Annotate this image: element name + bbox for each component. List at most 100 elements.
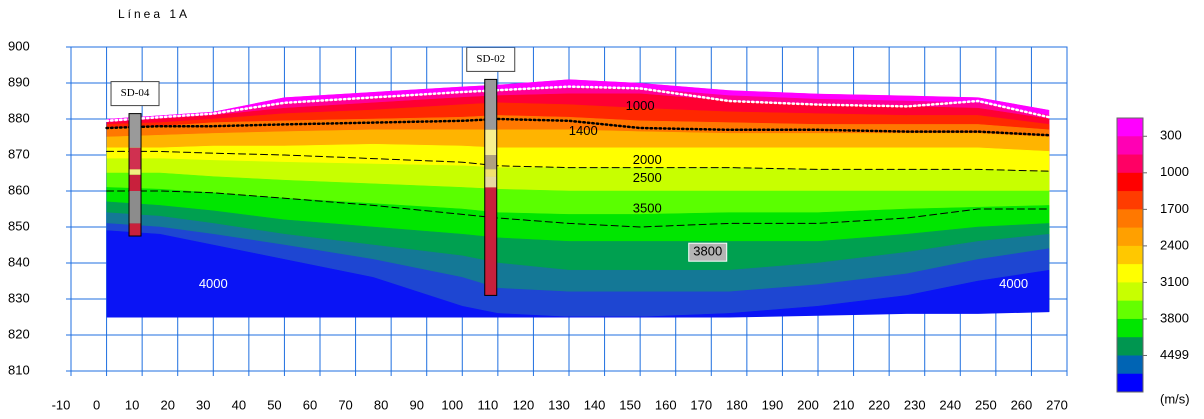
- y-tick-label: 860: [8, 182, 30, 197]
- x-tick-label: 0: [93, 397, 100, 412]
- x-tick-label: 30: [196, 397, 210, 412]
- label-box: [688, 242, 728, 262]
- x-tick-label: 110: [477, 397, 498, 412]
- borehole-outline: [128, 113, 142, 237]
- colorbar-tick-label: 1700: [1160, 201, 1189, 216]
- colorbar-swatch: [1117, 355, 1143, 375]
- contour-label: 4000: [999, 276, 1028, 291]
- borehole-segment: [129, 169, 142, 175]
- colorbar-swatch: [1117, 282, 1143, 302]
- borehole-segment: [129, 223, 142, 236]
- x-tick-label: -10: [52, 397, 71, 412]
- contour-label: 1400: [569, 123, 598, 138]
- x-tick-label: 210: [833, 397, 855, 412]
- y-tick-label: 810: [8, 362, 30, 377]
- x-tick-label: 150: [619, 397, 641, 412]
- borehole-segment: [484, 187, 497, 296]
- colorbar-swatch: [1117, 300, 1143, 320]
- colorbar-tick-label: 4499: [1160, 347, 1189, 362]
- x-tick-label: 100: [441, 397, 463, 412]
- colorbar-tick-label: 3100: [1160, 274, 1189, 289]
- x-tick-label: 50: [267, 397, 281, 412]
- borehole-label-box: [466, 46, 516, 72]
- y-tick-label: 900: [8, 38, 30, 53]
- x-tick-label: 40: [232, 397, 246, 412]
- borehole-segment: [484, 129, 497, 155]
- x-tick-label: 80: [374, 397, 388, 412]
- borehole-label: SD-04: [121, 87, 150, 99]
- x-tick-label: 120: [513, 397, 535, 412]
- model-bottom: [106, 311, 1050, 318]
- plot-frame: [70, 46, 1068, 372]
- colorbar-swatch: [1117, 373, 1143, 393]
- colorbar-swatch: [1117, 227, 1143, 247]
- contour-line: [106, 190, 1050, 228]
- x-tick-label: 140: [584, 397, 606, 412]
- contour-label: 4000: [199, 276, 228, 291]
- colorbar-swatch: [1117, 245, 1143, 265]
- x-tick-label: 200: [797, 397, 819, 412]
- y-tick-label: 870: [8, 146, 30, 161]
- colorbar-tick-label: 300: [1160, 128, 1182, 143]
- x-tick-label: 220: [868, 397, 890, 412]
- x-tick-label: 180: [726, 397, 748, 412]
- colorbar-swatch: [1117, 318, 1143, 338]
- borehole-segment: [129, 113, 142, 148]
- y-tick-label: 850: [8, 218, 30, 233]
- colorbar-swatch: [1117, 337, 1143, 356]
- x-tick-label: 20: [160, 397, 174, 412]
- y-tick-label: 880: [8, 110, 30, 125]
- colorbar-swatch: [1117, 154, 1143, 174]
- x-tick-label: 240: [939, 397, 961, 412]
- borehole-segment: [129, 147, 142, 170]
- x-tick-label: 260: [1011, 397, 1033, 412]
- contour-label: 3500: [633, 200, 662, 215]
- colorbar-unit: (m/s): [1160, 391, 1190, 406]
- contour-line: [106, 150, 1050, 172]
- x-tick-label: 250: [975, 397, 997, 412]
- x-tick-label: 190: [762, 397, 784, 412]
- borehole-segment: [484, 169, 497, 177]
- contour-line: [105, 85, 1051, 123]
- velocity-field: [106, 79, 1050, 318]
- borehole-segment: [129, 191, 142, 224]
- x-tick-label: 60: [303, 397, 317, 412]
- borehole-label: SD-02: [476, 53, 505, 65]
- colorbar-tick-label: 3800: [1160, 310, 1189, 325]
- borehole-segment: [484, 176, 497, 188]
- y-tick-label: 890: [8, 74, 30, 89]
- y-tick-label: 830: [8, 290, 30, 305]
- colorbar-frame: [1116, 117, 1144, 393]
- x-tick-label: 170: [690, 397, 712, 412]
- contour-label: 1000: [626, 98, 655, 113]
- model-body: [106, 79, 1050, 318]
- y-tick-label: 840: [8, 254, 30, 269]
- colorbar-swatch: [1117, 172, 1143, 192]
- colorbar-swatch: [1117, 191, 1143, 210]
- x-tick-label: 90: [409, 397, 423, 412]
- contour-label: 3800: [693, 244, 722, 259]
- x-tick-label: 130: [548, 397, 570, 412]
- overlays: 1000 1400 2000 2500 3500 3800 4000 4000 SD-04 SD-…: [105, 46, 1051, 318]
- colorbar-tick-label: 1000: [1160, 164, 1189, 179]
- x-tick-label: 160: [655, 397, 677, 412]
- borehole-label-box: [110, 81, 160, 107]
- colorbar-tick-label: 2400: [1160, 237, 1189, 252]
- x-tick-label: 230: [904, 397, 926, 412]
- borehole-segment: [129, 174, 142, 191]
- colorbar-swatch: [1117, 118, 1143, 137]
- contour-label: 2500: [633, 170, 662, 185]
- x-tick-label: 70: [338, 397, 352, 412]
- contour-label: 2000: [633, 152, 662, 167]
- x-tick-label: 10: [125, 397, 139, 412]
- contour-line: [105, 117, 1051, 137]
- colorbar-swatch: [1117, 209, 1143, 229]
- x-tick-label: 270: [1046, 397, 1068, 412]
- borehole-outline: [484, 78, 498, 296]
- colorbar-swatch: [1117, 136, 1143, 156]
- colorbar-swatch: [1117, 264, 1143, 283]
- borehole-segment: [484, 79, 497, 130]
- chart-title: Línea 1A: [118, 7, 190, 21]
- borehole-segment: [484, 155, 497, 170]
